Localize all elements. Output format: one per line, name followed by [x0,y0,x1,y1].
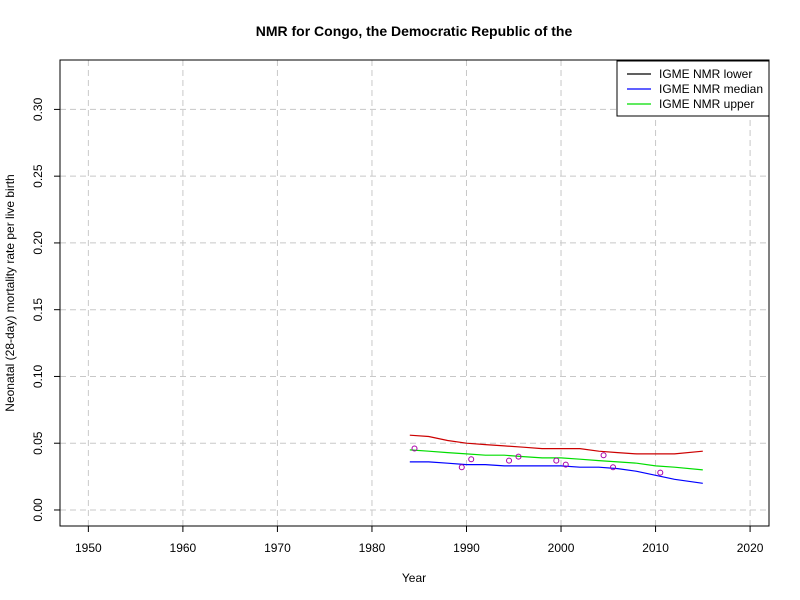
data-point [411,445,418,452]
x-tick-label: 1970 [264,541,291,555]
plot-frame [59,59,770,527]
x-tick-label: 1960 [170,541,197,555]
series-layer [409,434,703,484]
data-point [610,464,617,471]
legend-label: IGME NMR median [659,82,763,96]
grid-lines [60,60,769,526]
chart-title: NMR for Congo, the Democratic Republic o… [256,23,573,39]
data-point [506,457,513,464]
series-line-1 [409,449,703,471]
y-tick-label: 0.25 [31,164,45,188]
data-point [468,456,475,463]
data-point [553,457,560,464]
series-line-0 [409,434,703,455]
y-tick-label: 0.20 [31,231,45,255]
x-axis-label: Year [402,571,426,585]
y-axis-label: Neonatal (28-day) mortality rate per liv… [3,174,17,411]
data-point [600,452,607,459]
x-tick-label: 1990 [453,541,480,555]
data-point [458,464,465,471]
x-tick-label: 1980 [359,541,386,555]
y-axis: 0.00 0.05 0.10 0.15 0.20 0.25 0.30 [31,97,60,522]
legend-label: IGME NMR lower [659,67,752,81]
data-point [562,461,569,468]
y-tick-label: 0.30 [31,97,45,121]
points-layer [411,445,664,476]
x-tick-label: 2000 [548,541,575,555]
y-tick-label: 0.05 [31,431,45,455]
y-tick-label: 0.10 [31,364,45,388]
data-point [657,469,664,476]
series-line-2 [409,461,703,484]
legend-label: IGME NMR upper [659,97,754,111]
x-tick-label: 1950 [75,541,102,555]
x-axis: 1950 1960 1970 1980 1990 2000 2010 2020 [75,526,764,555]
y-tick-label: 0.00 [31,498,45,522]
x-tick-label: 2010 [642,541,669,555]
x-tick-label: 2020 [737,541,764,555]
y-tick-label: 0.15 [31,298,45,322]
data-point [515,453,522,460]
